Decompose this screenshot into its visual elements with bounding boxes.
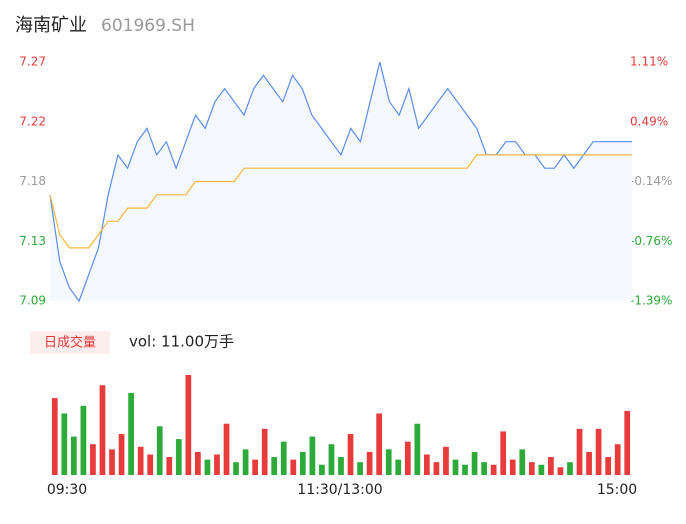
y-tick-label: 7.09 [19,294,46,308]
volume-bar [70,436,77,475]
volume-bar [395,459,402,475]
volume-bar [443,446,449,475]
volume-bar [366,451,373,475]
y-tick-label: 7.13 [19,234,46,248]
chart-title: 海南矿业 [15,15,87,36]
volume-bar [99,385,106,475]
volume-bar [576,428,583,475]
volume-bar [80,405,87,475]
y2-tick-label: 1.11% [630,55,668,69]
volume-bar [538,464,545,475]
volume-bar [299,451,306,475]
volume-bar [567,462,573,475]
volume-bar [204,459,211,475]
volume-bar [51,398,58,475]
x-tick-label: 09:30 [47,482,87,498]
volume-bar [261,428,268,475]
volume-bar [118,433,125,475]
y2-tick-label: 0.49% [630,114,668,128]
chart-subtitle: 601969.SH [101,16,195,36]
volume-bar [128,392,134,475]
y2-tick-label: -0.76% [630,234,672,248]
volume-label: vol: 11.00万手 [129,333,234,351]
volume-bar [557,467,564,475]
volume-bar [433,462,440,475]
volume-bar [242,449,249,475]
volume-bar [252,459,258,475]
volume-bar [109,449,115,475]
volume-bar [175,439,182,475]
volume-bar [309,436,316,475]
volume-bar [500,431,507,475]
volume-bar [166,457,173,475]
volume-bar [605,457,612,475]
volume-bar [519,449,526,475]
volume-bar [424,454,430,475]
volume-bar [414,423,421,475]
volume-bar [357,462,363,475]
volume-bar [271,457,278,475]
volume-bar [319,464,325,475]
volume-bar [290,459,297,475]
volume-bar [624,410,631,475]
volume-bar [404,441,411,475]
volume-bar [156,426,163,475]
volume-bar [280,441,287,475]
volume-bar [90,444,96,475]
volume-button-label[interactable]: 日成交量 [44,335,96,351]
price-area [50,62,632,301]
volume-bar [223,423,230,475]
volume-bar [61,413,68,475]
volume-bar [328,444,335,475]
volume-bar [338,457,344,475]
volume-bar [385,449,392,475]
volume-bar [490,464,497,475]
x-tick-label: 11:30/13:00 [297,482,382,498]
volume-bar [452,459,459,475]
volume-bar [214,454,220,475]
volume-bar [195,451,201,475]
y2-tick-label: -1.39% [630,294,672,308]
volume-bar [586,451,592,475]
volume-bar [595,428,602,475]
y-tick-label: 7.18 [19,174,46,188]
volume-bar [137,446,144,475]
volume-bar [548,457,554,475]
y-tick-label: 7.22 [19,114,46,128]
volume-button[interactable] [30,331,110,354]
volume-bar [471,451,478,475]
volume-bar [233,462,239,475]
volume-bar [147,454,154,475]
volume-bar [509,459,516,475]
volume-bar [376,413,383,475]
volume-bar [347,433,354,475]
volume-bar [481,462,487,475]
average-line [49,154,632,249]
volume-bar [462,464,468,475]
y2-tick-label: -0.14% [630,174,672,188]
volume-bar [185,375,192,475]
volume-bar [528,462,535,475]
volume-bar [614,444,621,475]
y-tick-label: 7.27 [19,55,46,69]
x-tick-label: 15:00 [597,482,637,498]
